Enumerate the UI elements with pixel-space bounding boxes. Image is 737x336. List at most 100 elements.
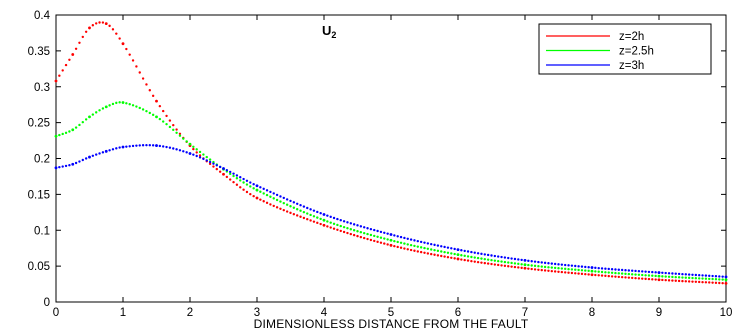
curve-dot <box>704 274 708 277</box>
y-tick-label: 0.35 <box>28 46 50 58</box>
curve-dot <box>105 150 108 153</box>
curve-dot <box>714 281 718 285</box>
curve-dot <box>131 144 135 148</box>
curve-dot <box>275 198 279 202</box>
curve-dot <box>574 264 577 268</box>
curve-dot <box>627 269 631 272</box>
curve-dot <box>249 185 252 188</box>
curve-dot <box>527 267 530 270</box>
curve-dot <box>584 269 587 272</box>
curve-dot <box>564 267 567 271</box>
curve-dot <box>466 255 470 258</box>
curve-dot <box>409 238 413 241</box>
curve-dot <box>486 262 490 265</box>
curve-dot <box>460 258 463 261</box>
curve-dot <box>249 192 252 196</box>
curve-dot <box>162 120 165 123</box>
curve-dot <box>269 195 272 198</box>
curve-dot <box>694 280 698 284</box>
curve-dot <box>292 206 296 209</box>
curve-dot <box>614 268 617 271</box>
curve-dot <box>158 104 162 108</box>
curve-dot <box>352 233 356 237</box>
curve-dot <box>135 105 138 108</box>
curve-dot <box>269 203 272 206</box>
curve-dot <box>550 266 553 269</box>
curve-dot <box>259 190 262 193</box>
curve-dot <box>101 21 105 24</box>
curve-dot <box>667 279 671 282</box>
curve-dot <box>262 200 265 203</box>
curve-dot <box>440 245 443 248</box>
curve-dot <box>480 257 483 260</box>
curve-dot <box>162 109 165 113</box>
curve-dot <box>289 205 292 208</box>
curve-dot <box>617 272 620 275</box>
curve-dot <box>433 253 436 256</box>
curve-dot <box>128 145 131 148</box>
curve-dot <box>667 275 671 278</box>
curve-dot <box>192 145 195 148</box>
curve-dot <box>131 104 135 107</box>
curve-dot <box>460 249 463 252</box>
curve-dot <box>168 146 172 149</box>
curve-dot <box>564 263 567 267</box>
curve-dot <box>151 94 155 98</box>
curve-dot <box>232 174 235 178</box>
curve-dot <box>108 24 111 28</box>
curve-dot <box>610 271 614 274</box>
curve-dot <box>456 253 460 256</box>
curve-dot <box>255 188 259 192</box>
curve-dot <box>627 272 631 276</box>
curve-dot <box>416 245 419 248</box>
curve-dot <box>681 272 684 276</box>
curve-dot <box>440 250 443 253</box>
y-tick-label: 0 <box>44 297 50 309</box>
curve-dot <box>687 273 691 276</box>
curve-dot <box>249 181 252 184</box>
x-tick-label: 2 <box>187 307 193 319</box>
curve-dot <box>664 278 667 282</box>
curve-dot <box>222 167 225 170</box>
curve-dot <box>691 276 694 280</box>
curve-dot <box>356 230 359 233</box>
curve-dot <box>262 192 265 195</box>
curve-dot <box>701 277 704 280</box>
curve-dot <box>553 262 557 266</box>
curve-dot <box>346 221 349 224</box>
curve-dot <box>473 256 476 259</box>
curve-dot <box>708 274 711 278</box>
curve-dot <box>118 146 121 149</box>
curve-dot <box>443 245 446 249</box>
curve-dot <box>175 128 178 131</box>
curve-dot <box>684 280 687 283</box>
chart-title: U2 <box>322 23 336 40</box>
curve-dot <box>661 278 664 282</box>
curve-dot <box>306 212 309 215</box>
curve-dot <box>84 118 88 121</box>
curve-dot <box>687 280 691 283</box>
curve-dot <box>617 268 620 271</box>
curve-dot <box>624 276 627 279</box>
curve-dot <box>718 275 721 278</box>
curve-dot <box>255 196 259 200</box>
curve-dot <box>661 271 664 275</box>
curve-dot <box>255 184 259 187</box>
curve-dot <box>486 253 490 257</box>
curve-dot <box>111 28 115 31</box>
curve-dot <box>614 275 617 278</box>
curve-dot <box>677 279 681 283</box>
curve-dot <box>148 89 151 92</box>
curve-dot <box>647 270 651 274</box>
curve-dot <box>540 265 543 268</box>
curve-dot <box>577 268 580 272</box>
curve-dot <box>168 125 172 129</box>
curve-dot <box>182 137 185 140</box>
curve-dot <box>466 259 470 262</box>
curve-dot <box>497 259 500 263</box>
curve-dot <box>557 263 560 266</box>
curve-dot <box>547 262 550 265</box>
curve-dot <box>125 145 128 148</box>
curve-dot <box>205 159 208 162</box>
curve-dot <box>302 205 306 208</box>
